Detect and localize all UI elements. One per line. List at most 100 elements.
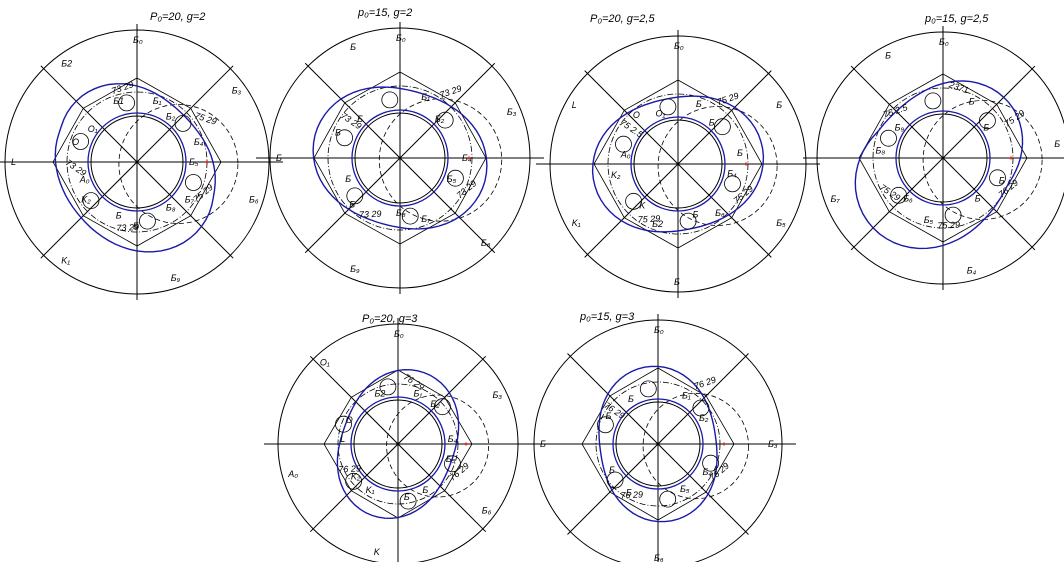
roller-arc: [924, 92, 942, 110]
roller-arc: [399, 492, 417, 510]
point-label: Б₆: [482, 505, 492, 515]
point-label: Б₂: [699, 413, 709, 423]
point-label: Б: [674, 277, 680, 287]
roller-arc: [118, 94, 135, 112]
roller-arc: [659, 98, 677, 116]
roller-arc: [625, 192, 642, 210]
point-marker: [744, 162, 748, 166]
roller-arc: [597, 416, 614, 434]
point-label: Б₄: [967, 266, 977, 276]
diagonal-ray: [40, 65, 234, 259]
roller-arc: [890, 186, 907, 204]
diagram-title: p₀=15, g=3: [579, 311, 635, 323]
point-label: Б₅: [446, 454, 456, 464]
point-label: Б₉: [171, 273, 181, 283]
angle-annotation: 73 29: [64, 157, 88, 178]
tangent-polygon: [52, 77, 222, 247]
point-label: A₀: [79, 174, 90, 184]
point-label: Б₈: [396, 208, 406, 218]
point-label: Б: [696, 99, 702, 109]
roller-arc: [944, 206, 962, 224]
roller-arc: [345, 472, 363, 490]
diagram-d5: P₀=20, g=3 Б₀ Б₁ Б₂ Б₃ Б₄ Б₅ Б₆ Б Б K K₁ K₂ A₀ LO O₁ Б2 7…: [264, 313, 532, 562]
point-label: Б₈: [166, 202, 176, 212]
angle-annotation: 73 29: [110, 79, 135, 96]
point-marker: [1009, 156, 1013, 160]
point-label: K₂: [351, 472, 361, 482]
point-label: Б₀: [133, 35, 143, 45]
angle-annotation: 75 29: [937, 220, 960, 231]
point-label: K₁: [572, 218, 581, 228]
point-label: Б: [709, 118, 715, 128]
roller-arc: [436, 111, 454, 129]
point-label: Б₀: [939, 37, 949, 47]
point-label: Б: [606, 411, 612, 421]
point-label: K₁: [366, 485, 375, 495]
roller-arc: [335, 415, 352, 433]
point-label: Б: [350, 42, 356, 52]
point-label: Б: [626, 488, 632, 498]
diagonal-ray: [584, 70, 772, 258]
point-label: Б₉: [895, 122, 905, 132]
roller-arc: [692, 399, 710, 417]
tangent-polygon: [313, 71, 487, 245]
roller-arc: [444, 455, 461, 473]
diagram-title: P₀=20, g=3: [362, 313, 418, 325]
cam-profile-curve: [336, 368, 460, 520]
cam-profile-curve: [591, 95, 765, 233]
point-label: Б₇: [831, 194, 841, 204]
roller-arc: [724, 175, 741, 193]
point-label: Б₀: [674, 41, 684, 51]
point-label: Б₂: [430, 399, 440, 409]
offset-circle: [118, 104, 239, 224]
roller-arc: [659, 490, 677, 508]
point-marker: [205, 160, 209, 164]
diagram-d2: p₀=15, g=2 Б₀ Б₁ Б₂ Б₃ Б₄ Б₅ Б₆ Б₇ Б₈ Б₉ Б Б Б Б Б Б 73 2…: [256, 7, 544, 294]
point-marker: [722, 442, 726, 446]
angle-annotation: 75 29: [878, 182, 902, 203]
diagram-title: P₀=20, g=2,5: [590, 13, 655, 25]
roller-arc: [379, 378, 397, 396]
roller-arc: [446, 169, 464, 187]
angle-annotation: 75 29: [715, 91, 740, 108]
angle-annotation: 73 29: [359, 209, 382, 220]
roller-arc: [138, 212, 156, 230]
point-label: Б₄: [703, 467, 713, 477]
point-label: Б₃: [768, 439, 778, 449]
point-label: L: [340, 434, 345, 444]
point-label: Б: [975, 193, 981, 203]
point-label: Б: [737, 148, 743, 158]
point-label: Б₄: [448, 434, 458, 444]
point-label: Б2: [652, 219, 663, 229]
cam-profile-curve: [54, 83, 216, 253]
point-label: Б: [133, 221, 139, 231]
diagonal-ray: [850, 65, 1036, 251]
point-label: Б1: [113, 96, 124, 106]
angle-annotation: 75 29: [191, 182, 215, 204]
point-label: Б₀: [396, 33, 406, 43]
point-label: Б₃: [493, 390, 503, 400]
point-label: O₁: [320, 358, 330, 368]
point-label: Б₁: [421, 92, 430, 102]
roller-arc: [401, 207, 419, 225]
point-label: K: [639, 200, 646, 210]
angle-annotation: 73 29: [438, 83, 463, 100]
point-label: L: [572, 100, 577, 110]
point-label: Б₅: [680, 484, 690, 494]
point-label: Б₃: [232, 85, 242, 95]
roller-arc: [639, 380, 657, 398]
point-label: Б₇: [185, 195, 195, 205]
point-label: Б: [776, 100, 782, 110]
point-label: Б: [628, 394, 634, 404]
point-label: O₁: [88, 124, 98, 134]
point-label: K₂: [81, 195, 91, 205]
point-label: Б: [345, 174, 351, 184]
point-label: O: [72, 137, 79, 147]
roller-arc: [174, 115, 192, 132]
point-label: Б₁: [153, 96, 162, 106]
point-label: A₀: [287, 469, 298, 479]
angle-annotation: 76 29: [338, 463, 361, 474]
point-label: Б₆: [715, 208, 725, 218]
roller-arc: [381, 91, 399, 109]
